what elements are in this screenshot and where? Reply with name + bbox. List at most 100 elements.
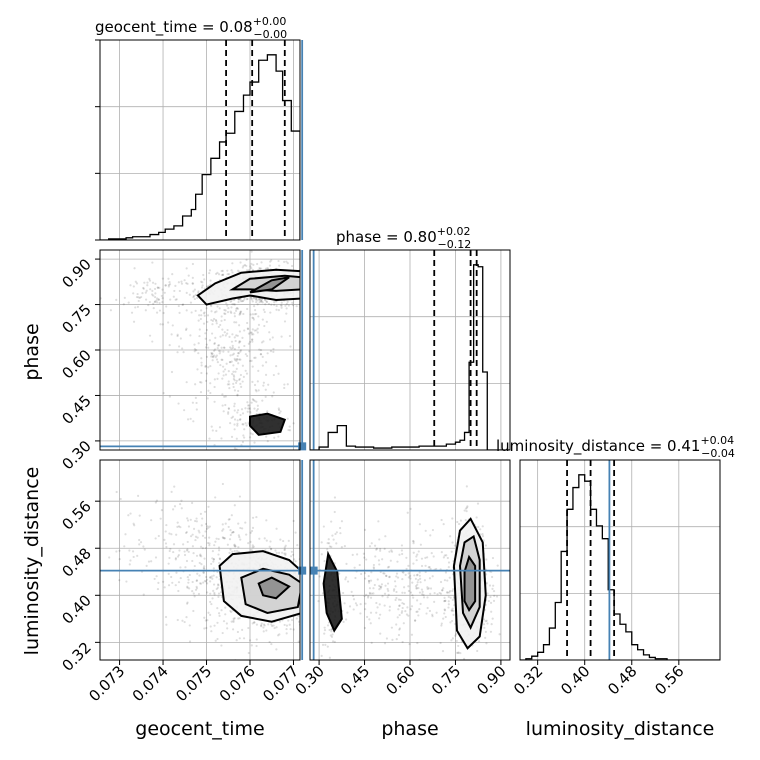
sample-point	[331, 633, 334, 636]
sample-point	[143, 548, 146, 551]
sample-point	[220, 644, 223, 647]
sample-point	[431, 613, 434, 616]
sample-point	[398, 613, 401, 617]
sample-point	[213, 624, 216, 627]
sample-point	[233, 379, 236, 382]
sample-point	[233, 447, 237, 450]
sample-point	[241, 412, 245, 415]
sample-point	[200, 563, 203, 566]
sample-point	[464, 507, 468, 510]
sample-point	[443, 596, 446, 600]
sample-point	[294, 560, 297, 563]
sample-point	[215, 354, 218, 357]
sample-point	[203, 616, 206, 619]
sample-point	[152, 307, 155, 310]
sample-point	[383, 592, 387, 595]
sample-point	[221, 273, 225, 276]
sample-point	[177, 304, 180, 308]
sample-point	[226, 269, 229, 272]
sample-point	[465, 485, 468, 488]
sample-point	[194, 396, 197, 399]
sample-point	[429, 587, 433, 590]
sample-point	[192, 592, 195, 595]
contour-level-2	[249, 276, 290, 294]
sample-point	[231, 353, 234, 356]
sample-point	[161, 288, 164, 291]
sample-point	[260, 261, 263, 264]
sample-point	[246, 354, 249, 358]
sample-point	[489, 595, 492, 599]
sample-point	[441, 650, 445, 653]
sample-point	[265, 300, 269, 304]
sample-point	[222, 370, 225, 373]
sample-point	[241, 527, 244, 530]
sample-point	[194, 588, 198, 591]
sample-point	[400, 544, 404, 547]
sample-point	[202, 322, 206, 325]
sample-point	[115, 550, 118, 553]
sample-point	[267, 623, 270, 626]
sample-point	[237, 352, 240, 355]
sample-point	[213, 593, 216, 596]
sample-point	[247, 269, 250, 272]
sample-point	[225, 362, 228, 365]
sample-point	[173, 505, 177, 508]
sample-point	[239, 350, 242, 353]
sample-point	[253, 621, 256, 624]
sample-point	[407, 614, 410, 617]
sample-point	[178, 289, 181, 293]
sample-point	[351, 613, 353, 615]
sample-point	[137, 299, 140, 303]
sample-point	[399, 598, 402, 602]
sample-point	[189, 417, 192, 420]
sample-point	[264, 395, 267, 398]
sample-point	[330, 630, 333, 633]
sample-point	[135, 282, 139, 285]
sample-point	[378, 538, 381, 541]
x-axis-label-luminosity-distance: luminosity_distance	[526, 718, 715, 740]
sample-point	[168, 344, 171, 347]
sample-point	[283, 548, 286, 552]
x-tick-label-luminosity_distance-1: 0.40	[557, 662, 593, 698]
sample-point	[244, 407, 247, 410]
sample-point	[211, 359, 214, 362]
sample-point	[236, 393, 239, 396]
sample-point	[188, 587, 191, 590]
sample-point	[233, 315, 236, 318]
sample-point	[237, 534, 240, 537]
sample-point	[409, 574, 412, 577]
sample-point	[198, 334, 201, 338]
sample-point	[200, 357, 203, 360]
sample-point	[388, 575, 391, 578]
sample-point	[249, 411, 252, 414]
sample-point	[275, 365, 278, 368]
sample-point	[268, 264, 272, 267]
sample-point	[343, 545, 346, 548]
sample-point	[269, 260, 272, 263]
sample-point	[265, 629, 268, 632]
sample-point	[191, 590, 194, 593]
sample-point	[368, 545, 372, 548]
sample-point	[214, 355, 217, 359]
sample-point	[201, 281, 204, 284]
sample-point	[255, 329, 258, 332]
sample-point	[203, 627, 206, 630]
sample-point	[275, 308, 278, 311]
sample-point	[229, 529, 232, 532]
sample-point	[158, 301, 161, 305]
sample-point	[255, 400, 258, 403]
sample-point	[398, 604, 401, 608]
sample-point	[186, 602, 189, 605]
sample-point	[289, 345, 292, 348]
sample-point	[182, 351, 185, 354]
sample-point	[378, 617, 381, 620]
sample-point	[403, 586, 406, 589]
sample-point	[173, 289, 176, 293]
sample-point	[156, 301, 159, 304]
sample-point	[387, 565, 391, 568]
sample-point	[186, 601, 189, 604]
sample-point	[229, 354, 232, 357]
sample-point	[194, 293, 197, 296]
sample-point	[350, 590, 353, 594]
sample-point	[213, 591, 216, 595]
